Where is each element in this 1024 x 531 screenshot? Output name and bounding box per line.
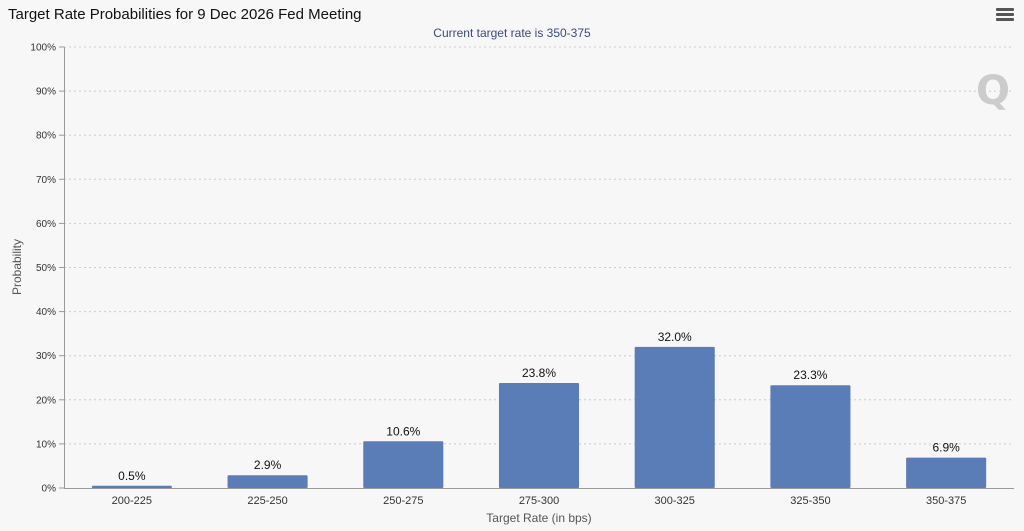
y-tick-label: 80% bbox=[36, 131, 56, 142]
bar-350-375[interactable] bbox=[906, 457, 987, 488]
y-tick-label: 30% bbox=[36, 351, 56, 362]
x-tick-label: 275-300 bbox=[519, 495, 559, 507]
chart-subtitle: Current target rate is 350-375 bbox=[433, 26, 591, 40]
y-tick-label: 10% bbox=[36, 439, 56, 450]
data-label-300-325: 32.0% bbox=[658, 330, 692, 344]
y-tick-label: 90% bbox=[36, 87, 56, 98]
x-axis-title: Target Rate (in bps) bbox=[486, 511, 591, 525]
x-tick-label: 325-350 bbox=[790, 495, 830, 507]
x-axis-ticks: 200-225 225-250 250-275 275-300 300-325 325-3… bbox=[112, 495, 967, 507]
bar-200-225[interactable] bbox=[91, 485, 172, 488]
y-tick-label: 20% bbox=[36, 395, 56, 406]
bar-325-350[interactable] bbox=[770, 385, 851, 488]
data-label-350-375: 6.9% bbox=[932, 441, 960, 455]
x-tick-label: 350-375 bbox=[926, 495, 966, 507]
chart-title: Target Rate Probabilities for 9 Dec 2026… bbox=[8, 6, 362, 23]
bar-275-300[interactable] bbox=[498, 383, 580, 488]
x-tick-label: 300-325 bbox=[655, 495, 695, 507]
watermark-logo: Q bbox=[976, 68, 1010, 114]
x-tick-label: 225-250 bbox=[247, 495, 287, 507]
y-tick-label: 70% bbox=[36, 175, 56, 186]
bar-225-250[interactable] bbox=[227, 475, 308, 488]
y-tick-label: 100% bbox=[30, 43, 56, 54]
bars bbox=[91, 346, 987, 488]
y-tick-label: 60% bbox=[36, 219, 56, 230]
data-label-250-275: 10.6% bbox=[386, 424, 420, 438]
x-tick-label: 250-275 bbox=[383, 495, 423, 507]
bar-250-275[interactable] bbox=[363, 441, 444, 488]
hamburger-menu-icon[interactable] bbox=[996, 8, 1014, 24]
data-label-200-225: 0.5% bbox=[118, 469, 146, 483]
x-tick-label: 200-225 bbox=[112, 495, 152, 507]
data-labels: 0.5% 2.9% 10.6% 23.8% 32.0% 23.3% 6.9% bbox=[118, 330, 960, 483]
y-tick-label: 50% bbox=[36, 263, 56, 274]
y-tick-label: 40% bbox=[36, 307, 56, 318]
y-axis-ticks: 0% 10% 20% 30% 40% 50% 60% 70% 80% 90% 100% bbox=[30, 43, 64, 495]
data-label-325-350: 23.3% bbox=[793, 368, 827, 382]
y-axis-title: Probability bbox=[10, 239, 24, 295]
y-tick-label: 0% bbox=[42, 484, 57, 495]
data-label-275-300: 23.8% bbox=[522, 366, 556, 380]
bar-300-325[interactable] bbox=[634, 346, 715, 488]
data-label-225-250: 2.9% bbox=[254, 458, 282, 472]
